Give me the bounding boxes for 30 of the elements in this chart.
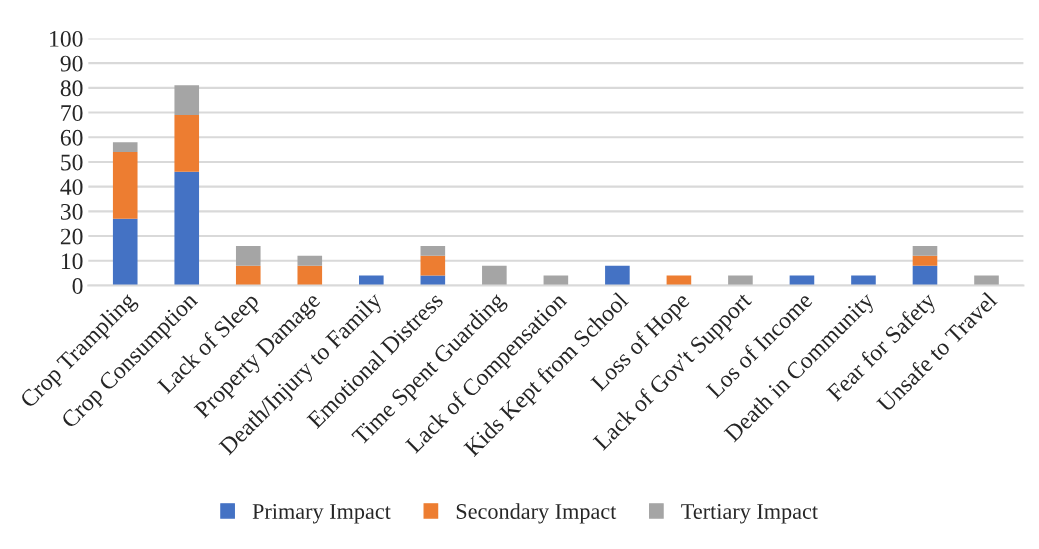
legend-label: Secondary Impact xyxy=(456,503,617,524)
bar xyxy=(912,255,938,266)
y-tick-label: 30 xyxy=(60,203,83,220)
bar xyxy=(112,152,138,219)
legend-label: Primary Impact xyxy=(252,504,391,524)
bar xyxy=(112,218,138,286)
bar xyxy=(235,265,261,286)
bar xyxy=(112,142,138,153)
bar xyxy=(420,255,446,276)
y-tick-label: 100 xyxy=(50,30,83,47)
y-tick-label: 0 xyxy=(72,277,83,294)
bar xyxy=(174,85,200,116)
bar xyxy=(174,171,200,286)
y-tick-label: 90 xyxy=(60,55,83,72)
bar xyxy=(297,255,323,266)
y-tick-label: 70 xyxy=(61,105,83,121)
bar xyxy=(174,115,200,172)
y-tick-label: 60 xyxy=(60,129,83,146)
y-tick-label: 20 xyxy=(60,228,83,245)
y-tick-label: 80 xyxy=(60,80,83,97)
bar xyxy=(482,265,507,286)
bar xyxy=(605,265,630,286)
bar xyxy=(420,245,446,256)
y-tick-label: 40 xyxy=(60,179,83,196)
y-tick-label: 10 xyxy=(61,253,83,270)
bar xyxy=(912,245,938,256)
bar xyxy=(235,245,261,266)
bar xyxy=(297,265,323,286)
y-tick-label: 50 xyxy=(61,154,83,171)
legend-label: Tertiary Impact xyxy=(681,504,818,524)
